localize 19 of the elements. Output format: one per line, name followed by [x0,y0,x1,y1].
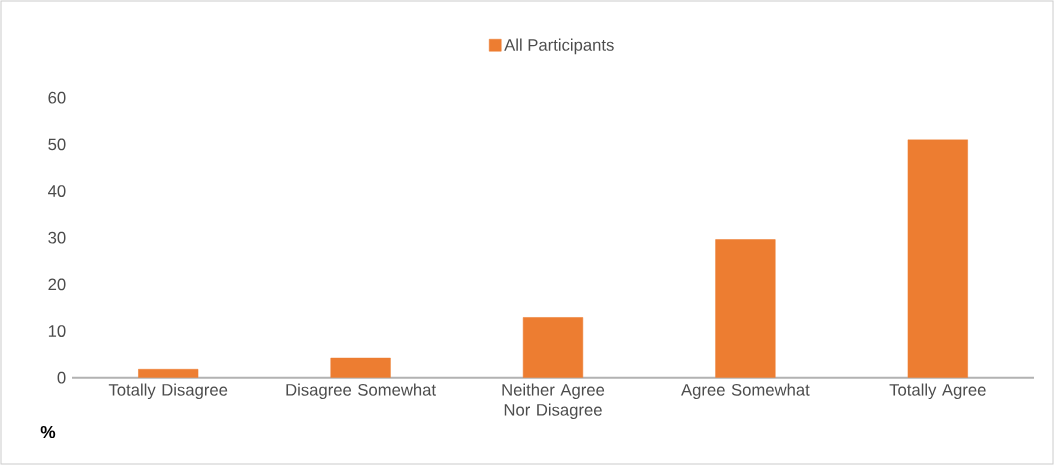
bar [907,139,968,378]
y-tick-label: 40 [48,185,66,197]
y-tick-label: 50 [48,138,66,151]
x-tick-label: Totally Disagree [108,383,228,400]
x-tick-label: Totally Agree [889,383,986,400]
x-tick-label: Neither Agree Nor Disagree [502,383,605,420]
bar [715,239,776,378]
y-tick-label: 60 [48,91,66,104]
y-tick-label: 20 [48,278,66,291]
y-tick-label: 0 [57,371,66,384]
x-tick-label: Agree Somewhat [681,383,810,400]
x-tick-label: Disagree Somewhat [286,383,436,400]
y-tick-label: 30 [48,231,66,244]
y-axis-title: % [40,425,56,439]
bar [330,357,391,378]
y-tick-label: 10 [48,325,66,337]
legend-label: All Participants [504,38,614,55]
bar [138,369,199,378]
bar [522,317,584,378]
